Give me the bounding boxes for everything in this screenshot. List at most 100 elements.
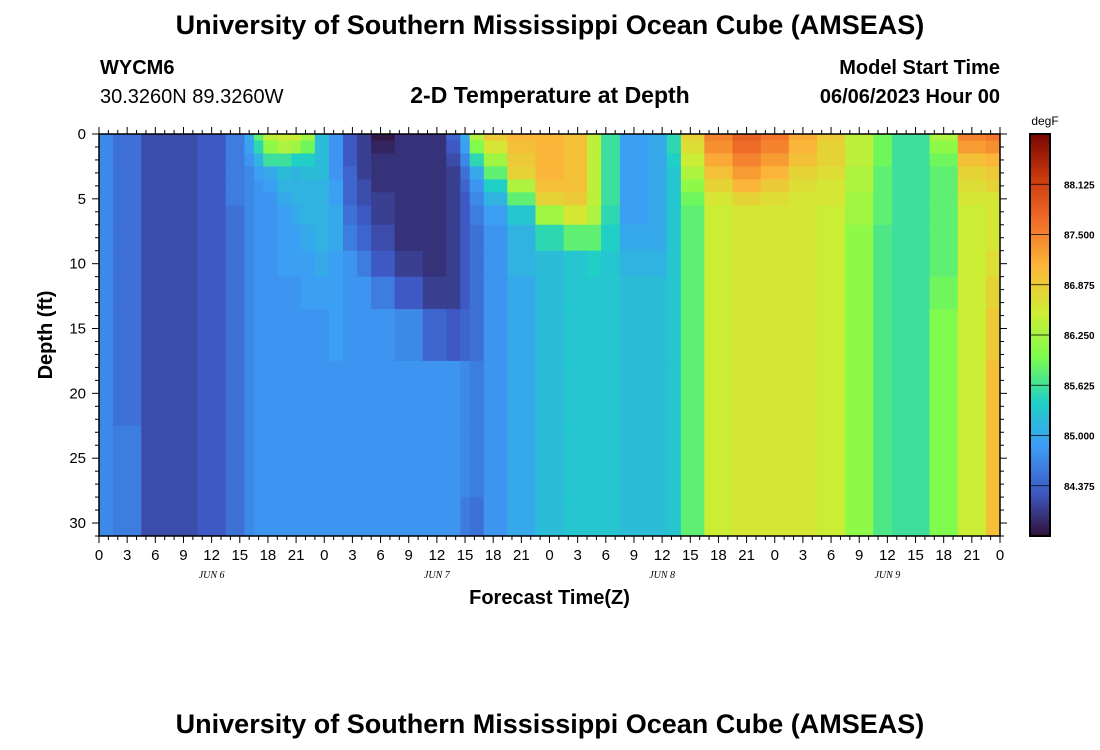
heatmap-cell [906,360,931,427]
heatmap-cell [666,140,682,155]
x-tick-label: 9 [630,547,638,564]
heatmap-cell [394,224,424,252]
y-tick-label: 5 [78,191,86,208]
heatmap-cell [601,276,621,310]
x-tick-label: 3 [348,547,356,564]
heatmap-cell [263,497,278,536]
heatmap-cell [587,192,602,206]
heatmap-cell [446,250,461,278]
heatmap-cell [460,205,471,226]
heatmap-cell [328,360,344,427]
heatmap-cell [873,425,893,498]
heatmap-cell [957,276,987,310]
x-tick-label: 18 [485,547,502,564]
heatmap-cell [619,276,649,310]
heatmap-cell [357,179,372,193]
heatmap-cell [314,153,330,168]
heatmap-cell [169,153,199,168]
heatmap-cell [483,179,508,193]
heatmap-cell [300,166,316,180]
heatmap-cell [985,153,1000,168]
heatmap-cell [263,250,278,278]
heatmap-cell [619,224,649,252]
heatmap-cell [483,224,508,252]
heatmap-cell [680,309,705,362]
heatmap-cell [446,179,461,193]
heatmap-cell [357,276,372,310]
heatmap-cell [873,276,893,310]
heatmap-cell [732,309,762,362]
heatmap-cell [563,140,588,155]
heatmap-cell [460,179,471,193]
heatmap-cell [985,309,1000,362]
heatmap-cell [587,166,602,180]
y-axis: 0 5 10 15 20 25 30 [69,126,1007,537]
heatmap-cell [648,134,668,142]
heatmap-cell [704,153,734,168]
heatmap-cell [394,166,424,180]
heatmap-cell [601,224,621,252]
x-tick-label: 6 [827,547,835,564]
heatmap-cell [929,360,959,427]
heatmap-cell [648,224,668,252]
heatmap-cell [169,360,199,427]
heatmap-cell [563,425,588,498]
heatmap-cell [343,179,358,193]
heatmap-cell [535,205,565,226]
heatmap-cell [225,276,246,310]
heatmap-cell [328,497,344,536]
heatmap-cell [253,140,264,155]
heatmap-cell [507,134,537,142]
heatmap-cell [704,205,734,226]
heatmap-cell [357,192,372,206]
heatmap-cell [263,276,278,310]
heatmap-cell [244,497,255,536]
heatmap-cell [300,309,316,362]
heatmap-cell [535,166,565,180]
heatmap-cell [469,276,485,310]
heatmap-cell [343,360,358,427]
heatmap-cell [483,192,508,206]
heatmap-cell [587,224,602,252]
heatmap-cell [328,205,344,226]
heatmap-cell [371,276,396,310]
colorbar-unit: degF [1031,114,1058,128]
heatmap-cell [619,140,649,155]
heatmap-cell [563,276,588,310]
heatmap-cell [253,134,264,142]
heatmap-cell [563,166,588,180]
heatmap-cell [507,140,537,155]
heatmap-cell [892,192,907,206]
heatmap-cell [906,425,931,498]
heatmap-cell [291,309,302,362]
colorbar-tick-label: 86.875 [1064,281,1095,292]
heatmap-cell [263,360,278,427]
heatmap-cell [291,134,302,142]
heatmap-cell [619,134,649,142]
colorbar-tick-label: 87.500 [1064,231,1095,242]
heatmap-cell [225,309,246,362]
heatmap-cell [460,224,471,252]
heatmap-cell [113,224,142,252]
heatmap-cell [460,166,471,180]
heatmap-cell [816,497,846,536]
heatmap-cell [873,497,893,536]
heatmap-cell [277,497,292,536]
heatmap-cell [422,153,447,168]
heatmap-cell [666,250,682,278]
heatmap-cell [141,153,170,168]
heatmap-cell [563,224,588,252]
heatmap-cell [328,192,344,206]
heatmap-cell [732,179,762,193]
heatmap-cell [680,360,705,427]
heatmap-cell [99,360,114,427]
heatmap-cell [704,179,734,193]
heatmap-cell [704,360,734,427]
x-tick-label: 15 [231,547,248,564]
x-tick-label: 18 [935,547,952,564]
heatmap-cell [929,179,959,193]
heatmap-cell [253,224,264,252]
heatmap-cell [483,497,508,536]
heatmap-cell [263,309,278,362]
heatmap-cell [422,250,447,278]
